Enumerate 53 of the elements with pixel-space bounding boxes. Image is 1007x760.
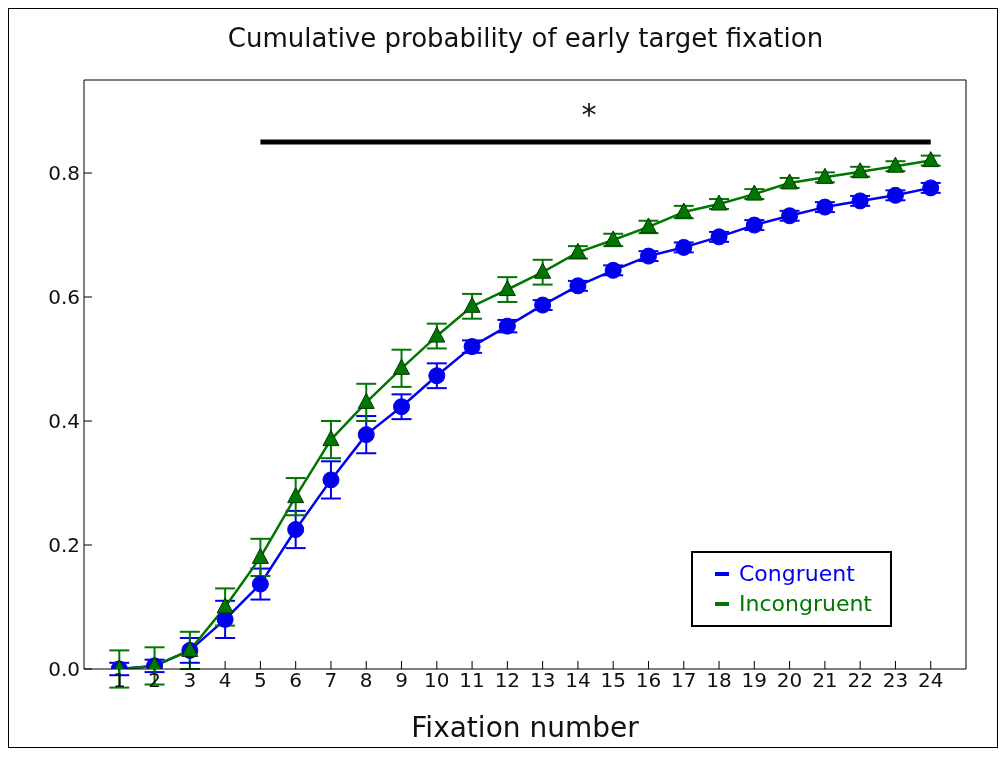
point [287,487,305,504]
point [393,358,411,375]
x-tick-label: 8 [359,668,373,693]
point [357,426,375,444]
point [393,398,411,416]
point [216,597,234,614]
point [886,156,904,173]
point [251,547,269,564]
x-tick-label: 12 [494,668,521,693]
chart-title: Cumulative probability of early target fixation [226,23,825,53]
x-tick-label: 22 [847,668,873,693]
x-tick-label: 17 [671,668,697,693]
x-tick-label: 6 [289,668,303,693]
x-tick-label: 14 [565,668,591,693]
point [287,521,305,538]
y-tick-label: 0.0 [48,657,80,682]
x-tick-label: 20 [776,668,803,693]
x-tick-label: 19 [741,668,768,693]
x-tick-label: 15 [600,668,626,693]
x-tick-label: 10 [424,668,450,693]
point [463,296,481,313]
legend-label: Congruent [738,560,856,588]
x-tick-label: 3 [183,668,197,693]
x-tick-label: 11 [459,668,485,693]
point [816,167,834,184]
x-tick-label: 13 [529,668,556,693]
x-tick-label: 16 [635,668,662,693]
point [745,184,763,201]
point [428,367,446,385]
x-tick-label: 24 [917,668,944,693]
x-axis-title: Fixation number [411,711,640,744]
x-tick-label: 5 [254,668,267,693]
y-tick-label: 0.6 [48,285,80,310]
annotation: * [580,97,598,132]
x-tick-label: 21 [812,668,838,693]
point [498,280,516,297]
x-tick-label: 7 [324,668,338,693]
point [534,262,552,279]
x-tick-label: 2 [148,668,161,693]
x-tick-label: 18 [706,668,732,693]
y-tick-label: 0.4 [48,409,80,434]
point [322,430,340,447]
x-tick-label: 9 [395,668,408,693]
point [428,326,446,343]
point [710,194,728,211]
point [251,575,269,593]
x-tick-label: 4 [218,668,232,693]
legend-label: Incongruent [738,590,872,618]
point [322,471,340,489]
x-tick-label: 23 [882,668,909,693]
y-tick-label: 0.2 [48,533,80,558]
y-tick-label: 0.8 [48,161,80,186]
point [357,392,375,409]
